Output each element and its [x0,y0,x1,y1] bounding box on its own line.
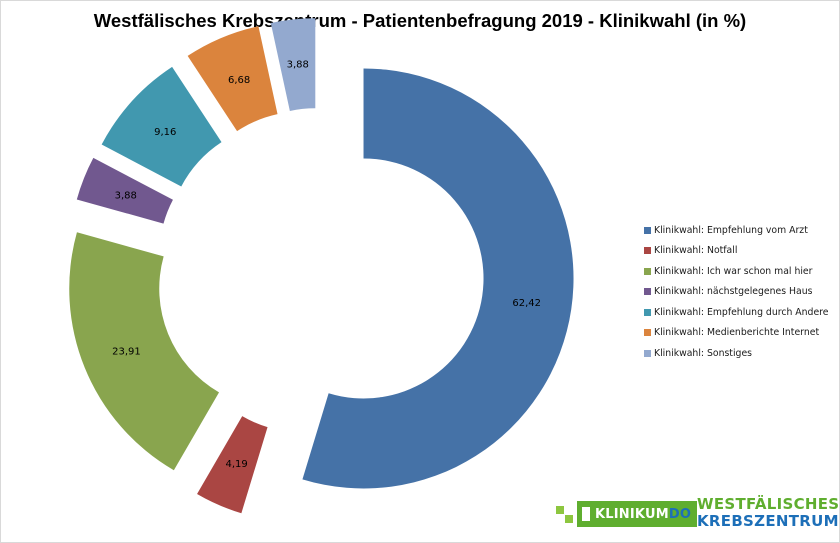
logo-name-line2: KREBSZENTRUM [697,512,839,530]
logo-badge: KLINIKUM DO [577,501,698,527]
slice-value-label: 62,42 [512,298,541,309]
slice-value-label: 9,16 [154,127,176,138]
donut-slice [187,26,278,132]
legend-entry: Klinikwahl: Medienberichte Internet [644,323,839,344]
slice-value-label: 3,88 [115,190,137,201]
legend-label: Klinikwahl: nächstgelegenes Haus [654,286,813,298]
legend-entry: Klinikwahl: Sonstiges [644,343,839,364]
legend-swatch [644,288,651,296]
chart-title: Westfälisches Krebszentrum - Patientenbe… [93,10,747,31]
donut-slice [197,416,268,514]
legend-label: Klinikwahl: Ich war schon mal hier [654,265,813,277]
legend-label: Klinikwahl: Sonstiges [654,347,753,359]
donut-slice [302,68,574,489]
logo-badge-main: KLINIKUM [595,506,669,522]
logo-name: WESTFÄLISCHES KREBSZENTRUM [697,496,839,530]
donut-slice [101,66,222,187]
logo-name-line1: WESTFÄLISCHES [697,495,840,513]
legend-swatch [644,226,651,234]
slice-value-label: 4,19 [225,459,247,470]
legend-entry: Klinikwahl: Notfall [644,241,839,262]
legend-label: Klinikwahl: Empfehlung durch Andere [654,306,829,318]
legend-swatch [644,329,651,337]
legend-swatch [644,267,651,275]
donut-slice [76,157,173,224]
legend-entry: Klinikwahl: Empfehlung durch Andere [644,302,839,323]
legend-swatch [644,308,651,316]
donut-slice [270,18,316,111]
legend-entry: Klinikwahl: Ich war schon mal hier [644,261,839,282]
legend-entry: Klinikwahl: Empfehlung vom Arzt [644,220,839,241]
legend-entry: Klinikwahl: nächstgelegenes Haus [644,282,839,303]
legend-label: Klinikwahl: Empfehlung vom Arzt [654,224,808,236]
logo-mark-icon [556,506,573,523]
legend-swatch [644,349,651,357]
slice-value-label: 3,88 [287,60,309,71]
klinikum-do-logo: KLINIKUM DO WESTFÄLISCHES KREBSZENTRUM [556,495,839,535]
legend: Klinikwahl: Empfehlung vom Arzt Klinikwah… [644,220,839,364]
donut-slice [69,232,220,471]
slice-value-label: 23,91 [112,346,141,357]
legend-swatch [644,247,651,255]
legend-label: Klinikwahl: Medienberichte Internet [654,327,820,339]
slice-value-label: 6,68 [228,75,250,86]
logo-badge-accent: DO [668,506,692,522]
legend-label: Klinikwahl: Notfall [654,245,738,257]
